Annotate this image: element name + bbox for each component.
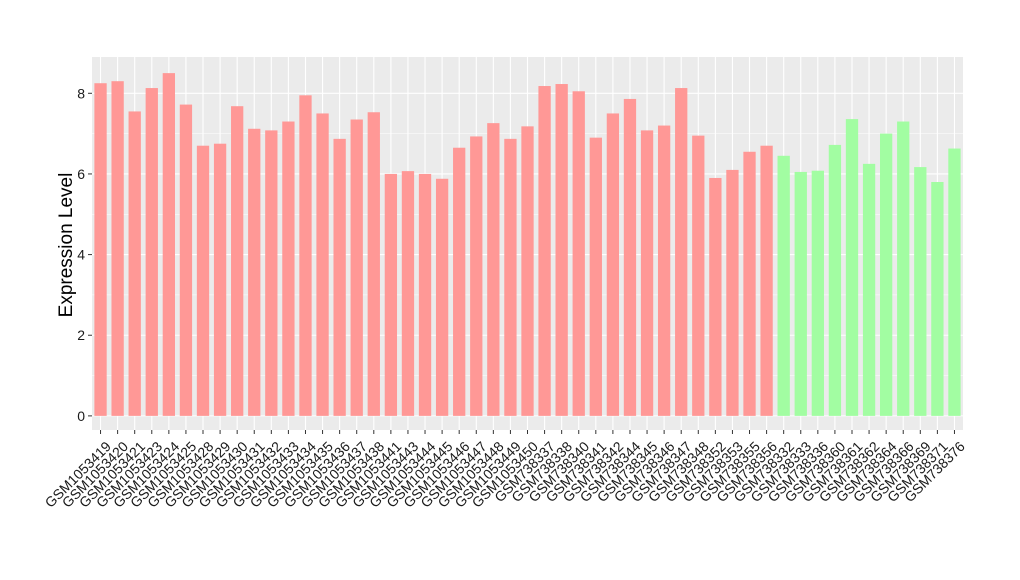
bar-gsm1053430 [231, 106, 244, 416]
bar-gsm738362 [862, 163, 876, 416]
y-tick-label: 8 [77, 85, 85, 101]
x-axis: GSM1053419GSM1053420GSM1053421GSM1053423… [42, 430, 968, 511]
bar-gsm738376 [948, 148, 961, 416]
bar-gsm738340 [572, 91, 585, 416]
bar-gsm1053431 [248, 128, 261, 416]
bar-gsm738344 [623, 98, 637, 416]
bar-gsm1053423 [145, 88, 158, 416]
bar-gsm1053419 [94, 83, 107, 416]
bar-gsm738341 [589, 137, 602, 416]
bar-gsm1053444 [418, 173, 432, 416]
bar-gsm738360 [828, 144, 842, 416]
bar-gsm1053445 [435, 178, 449, 416]
bars [94, 73, 961, 416]
bar-gsm1053434 [299, 95, 312, 416]
bar-gsm738364 [879, 133, 893, 416]
y-axis: 0 2 4 6 8 [77, 85, 92, 424]
bar-gsm1053441 [384, 173, 398, 416]
bar-gsm738345 [640, 130, 654, 416]
bar-gsm1053424 [162, 73, 176, 416]
bar-gsm738332 [777, 155, 790, 416]
bar-gsm1053429 [213, 143, 227, 416]
bar-gsm738336 [811, 170, 824, 416]
bar-gsm738348 [692, 135, 705, 416]
bar-gsm738361 [845, 119, 859, 416]
bar-gsm1053433 [282, 121, 295, 416]
bar-gsm1053443 [401, 171, 415, 416]
bar-gsm738356 [760, 145, 773, 416]
bar-gsm738352 [709, 177, 722, 416]
bar-gsm1053446 [453, 147, 466, 416]
y-tick-label: 2 [77, 327, 85, 343]
bar-gsm1053438 [367, 112, 380, 416]
bar-gsm1053420 [111, 81, 124, 416]
bar-gsm1053435 [316, 113, 329, 416]
y-axis-title: Expression Level [56, 173, 77, 318]
bar-gsm738346 [657, 125, 671, 416]
y-tick-label: 4 [77, 247, 85, 263]
bar-gsm1053421 [128, 111, 141, 416]
bar-gsm1053432 [265, 130, 278, 416]
bar-gsm738342 [606, 113, 620, 416]
y-tick-label: 6 [77, 166, 85, 182]
bar-gsm738371 [931, 182, 944, 416]
bar-gsm1053428 [196, 145, 210, 416]
bar-gsm1053449 [504, 138, 517, 416]
bar-gsm738347 [675, 88, 688, 416]
bar-gsm738355 [743, 151, 756, 416]
bar-gsm738337 [538, 86, 551, 416]
bar-gsm738369 [914, 167, 927, 416]
bar-gsm738338 [555, 84, 568, 416]
bar-gsm1053450 [521, 126, 534, 416]
bar-gsm1053448 [487, 123, 500, 416]
bar-gsm738333 [794, 171, 807, 416]
bar-gsm738353 [726, 169, 739, 416]
bar-gsm1053447 [470, 136, 483, 416]
y-tick-label: 0 [77, 408, 85, 424]
bar-gsm1053425 [179, 104, 193, 416]
bar-gsm738366 [897, 121, 910, 416]
bar-gsm1053436 [333, 138, 346, 416]
bar-gsm1053437 [350, 119, 363, 416]
